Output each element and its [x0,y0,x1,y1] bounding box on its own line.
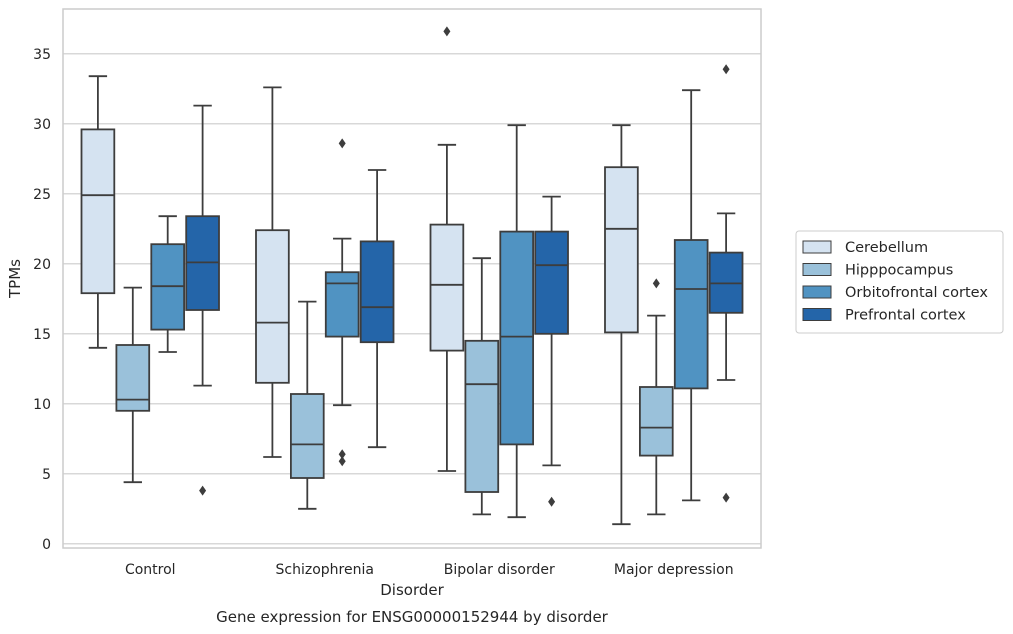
box-body [429,223,465,352]
box-body [324,271,360,338]
outlier-point [338,456,346,467]
box-body [499,230,535,446]
outlier-point [338,138,346,149]
legend: Cerebellum Hipppocampus Orbitofrontal cort… [795,230,1004,334]
box-orbitofrontal-cortex [499,124,535,519]
outlier-point [548,496,556,507]
box-cerebellum [429,26,465,472]
legend-label: Hipppocampus [845,263,953,279]
box-body [80,128,116,295]
legend-swatch [802,308,832,321]
y-tick-label: 30 [33,117,51,133]
box-plots [80,26,744,526]
y-tick-label: 10 [33,397,51,413]
box-hipppocampus [289,300,325,510]
outlier-point [722,492,730,503]
legend-swatch [802,240,832,254]
box-body [464,339,500,493]
box-hipppocampus [464,257,500,516]
legend-label: Cerebellum [845,240,928,256]
box-body [673,239,709,390]
outlier-point [443,26,451,37]
y-tick-label: 20 [33,257,51,273]
legend-item: Hipppocampus [802,263,953,279]
y-tick-label: 15 [33,327,51,343]
y-tick-label: 5 [42,467,51,483]
box-cerebellum [80,75,116,349]
x-tick-label: Bipolar disorder [444,562,555,578]
x-tick-label: Major depression [614,562,734,578]
x-tick-label: Control [125,562,176,578]
box-prefrontal-cortex [534,195,569,507]
box-body [534,230,569,335]
box-hipppocampus [115,286,151,484]
outlier-point [652,278,660,289]
y-tick-label: 35 [33,47,51,63]
y-tick-label: 25 [33,187,51,203]
box-prefrontal-cortex [185,104,220,496]
legend-frame [795,230,1004,334]
box-cerebellum [255,86,290,458]
outlier-point [338,449,346,460]
box-body [359,240,395,344]
legend-swatch [802,285,832,299]
box-orbitofrontal-cortex [150,215,186,353]
box-body [115,344,151,412]
box-prefrontal-cortex [359,169,395,449]
box-orbitofrontal-cortex [673,89,709,502]
box-body [604,166,639,334]
y-axis-label: TPMs [6,259,24,299]
x-tick-labels: Control Schizophrenia Bipolar disorder Majo… [125,562,734,578]
box-body [638,386,674,457]
outlier-point [199,485,207,496]
y-tick-label: 0 [42,537,51,553]
axes-frame [62,8,762,549]
box-prefrontal-cortex [708,64,744,503]
box-body [255,229,290,384]
box-orbitofrontal-cortex [324,138,360,467]
x-tick-label: Schizophrenia [276,562,374,578]
legend-swatch [802,263,832,276]
chart-title: Gene expression for ENSG00000152944 by d… [216,608,609,626]
y-tick-labels: 0 5 10 15 20 25 30 35 [33,47,51,553]
legend-item: Orbitofrontal cortex [802,285,988,301]
box-body [289,393,325,479]
legend-item: Prefrontal cortex [802,308,966,324]
x-axis-label: Disorder [380,581,444,599]
box-cerebellum [604,124,639,526]
legend-item: Cerebellum [802,240,928,256]
legend-label: Prefrontal cortex [845,308,966,324]
legend-label: Orbitofrontal cortex [845,285,988,301]
outlier-point [722,64,730,75]
box-hipppocampus [638,278,674,516]
